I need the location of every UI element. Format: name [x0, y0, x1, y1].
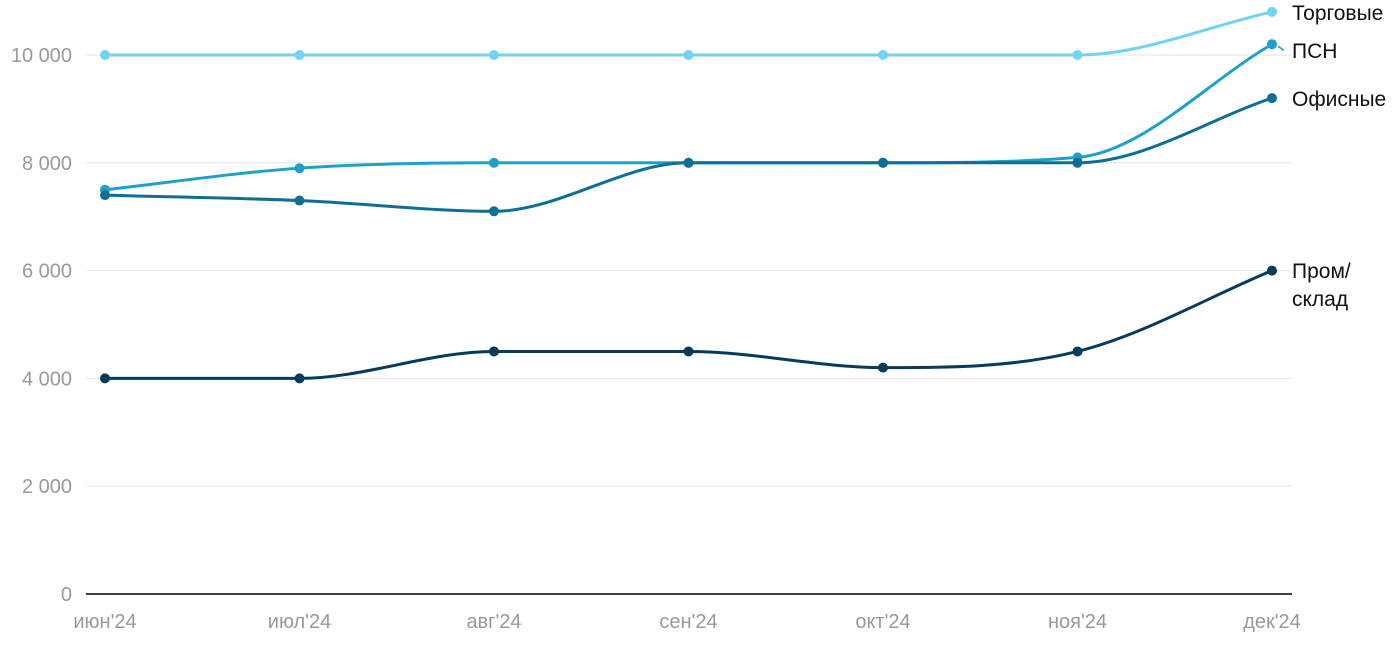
- label-connector: [1277, 45, 1285, 51]
- data-point: [100, 190, 110, 201]
- gridlines: [86, 54, 1292, 487]
- series-line-3: [103, 269, 1274, 380]
- y-tick-label: 2 000: [22, 476, 72, 498]
- data-point: [489, 50, 499, 60]
- series-label-3: Пром/склад: [1292, 260, 1351, 311]
- data-point: [878, 50, 888, 60]
- data-point: [878, 157, 888, 168]
- data-point: [1267, 93, 1277, 104]
- data-point: [294, 50, 305, 60]
- data-point: [294, 163, 305, 174]
- data-point: [878, 362, 888, 373]
- x-tick-label: дек'24: [1243, 611, 1301, 633]
- x-axis: июн'24 июл'24 авг'24 сен'24 окт'24 ноя'24 дек'…: [73, 593, 1301, 633]
- x-tick-label: июл'24: [268, 611, 331, 633]
- y-tick-label: 10 000: [11, 45, 72, 67]
- y-axis: 0 2 000 4 000 6 000 8 000 10 000: [11, 45, 72, 606]
- series-label-2: Офисные: [1292, 88, 1386, 111]
- data-point: [294, 195, 305, 206]
- data-point: [489, 157, 499, 168]
- series-labels: Торговые ПСН Офисные Пром/склад: [1277, 2, 1386, 311]
- data-point: [1072, 346, 1083, 357]
- x-tick-label: сен'24: [659, 611, 717, 633]
- data-point: [1267, 6, 1277, 17]
- x-tick-label: ноя'24: [1048, 611, 1107, 633]
- data-point: [683, 50, 694, 60]
- y-tick-label: 6 000: [22, 261, 72, 283]
- data-point: [489, 206, 499, 217]
- data-point: [100, 373, 110, 384]
- x-tick-label: окт'24: [855, 611, 910, 633]
- y-tick-label: 4 000: [22, 368, 72, 390]
- data-point: [1072, 50, 1083, 60]
- series-lines: [100, 6, 1277, 384]
- data-point: [683, 346, 694, 357]
- data-point: [683, 157, 694, 168]
- data-point: [294, 373, 305, 384]
- series-label-0: Торговые: [1292, 2, 1383, 25]
- data-point: [1072, 157, 1083, 168]
- y-tick-label: 8 000: [22, 153, 72, 175]
- x-tick-label: июн'24: [73, 611, 136, 633]
- series-line-0: [103, 10, 1274, 57]
- series-label-line: склад: [1292, 288, 1348, 311]
- data-point: [489, 346, 499, 357]
- series-label-line: Пром/: [1292, 260, 1351, 283]
- series-line-1: [103, 42, 1274, 192]
- x-tick-label: авг'24: [466, 611, 521, 633]
- series-label-1: ПСН: [1292, 40, 1337, 63]
- data-point: [100, 50, 110, 60]
- data-point: [1267, 39, 1277, 50]
- y-tick-label: 0: [61, 584, 72, 606]
- data-point: [1267, 265, 1277, 276]
